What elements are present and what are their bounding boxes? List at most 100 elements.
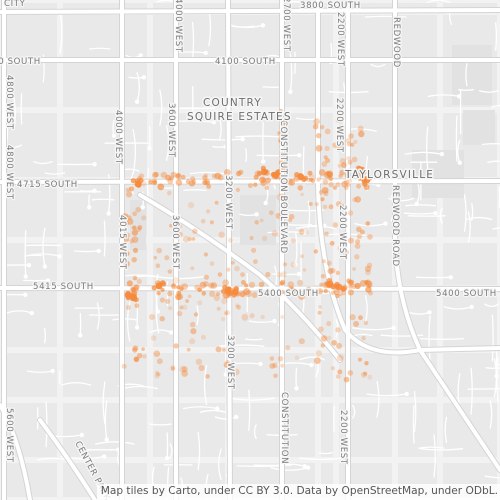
cul-de-sac [169,330,174,335]
incident-point [222,279,230,287]
city-block [3,291,57,347]
incident-point [298,228,305,235]
incident-point [190,266,195,271]
incident-point [208,282,215,289]
incident-point [222,284,228,291]
city-block [153,15,173,57]
incident-point [173,343,179,349]
incident-point [356,233,362,240]
residential-street [487,160,500,164]
incident-point [265,289,273,297]
incident-point [282,112,288,118]
incident-point [301,176,307,183]
incident-point [191,179,197,185]
incident-point [210,282,218,289]
incident-point [297,185,304,191]
incident-point [281,167,286,173]
incident-point [189,338,196,345]
residential-street [364,15,407,18]
city-block [153,63,173,107]
incident-point [225,360,231,365]
incident-point [306,290,311,296]
residential-street [491,104,500,108]
incident-point [240,272,245,277]
incident-point [259,218,264,223]
incident-point [129,295,136,301]
incident-point [353,139,358,145]
incident-point [253,174,259,180]
incident-point [258,281,265,288]
cul-de-sac [391,325,396,331]
incident-point [235,303,240,308]
incident-point [241,313,249,321]
cul-de-sac [263,200,268,206]
cul-de-sac [190,111,195,116]
incident-point [309,177,313,182]
residential-street [380,334,424,337]
incident-point [167,290,173,297]
residential-street [270,467,309,471]
residential-street [74,250,100,253]
incident-point [314,357,321,364]
label-4800-west-lower: 4800 WEST [4,145,14,200]
incident-point [347,370,354,376]
incident-point [365,269,371,276]
residential-street [218,344,265,347]
residential-street [167,120,215,123]
city-block [339,183,345,237]
incident-point [294,172,300,178]
incident-point [181,366,188,373]
label-5600-west: 5600 WEST [4,408,14,463]
incident-point [337,354,344,362]
residential-street [366,393,408,397]
residential-street [352,327,395,331]
incident-point [251,292,258,298]
incident-point [134,303,140,309]
incident-point [323,190,329,197]
incident-point [327,268,334,275]
residential-street [155,273,159,313]
residential-street [209,110,225,114]
cul-de-sac [50,368,55,374]
incident-point [201,334,206,340]
residential-street [470,367,473,415]
residential-street [43,327,46,344]
incident-point [132,225,137,230]
incident-point [121,363,127,369]
incident-point [335,139,341,145]
residential-street [489,399,493,429]
incident-point [269,356,275,361]
incident-point [131,236,139,244]
residential-street [353,333,373,337]
incident-point [367,175,374,181]
city-block [3,3,57,9]
residential-street [13,97,16,130]
incident-point [313,249,318,254]
incident-point [341,162,347,168]
incident-point [272,362,278,369]
city-block [153,3,173,9]
incident-point [341,224,347,230]
incident-point [221,297,228,305]
road-redwood [393,0,500,472]
incident-point [253,259,258,264]
incident-point [133,284,140,291]
incident-point [128,186,134,192]
residential-street [478,90,500,93]
incident-point [322,179,329,185]
cul-de-sac [457,160,462,165]
incident-point [323,288,328,294]
city-block [179,291,225,347]
incident-point [261,235,268,242]
road-sw-curve [0,403,32,500]
incident-point [341,291,346,296]
city-block [398,243,437,285]
residential-street [491,314,494,362]
residential-street [199,409,227,413]
incident-point [132,247,139,253]
incident-point [344,173,350,178]
residential-street [33,161,53,165]
incident-point [278,160,285,166]
